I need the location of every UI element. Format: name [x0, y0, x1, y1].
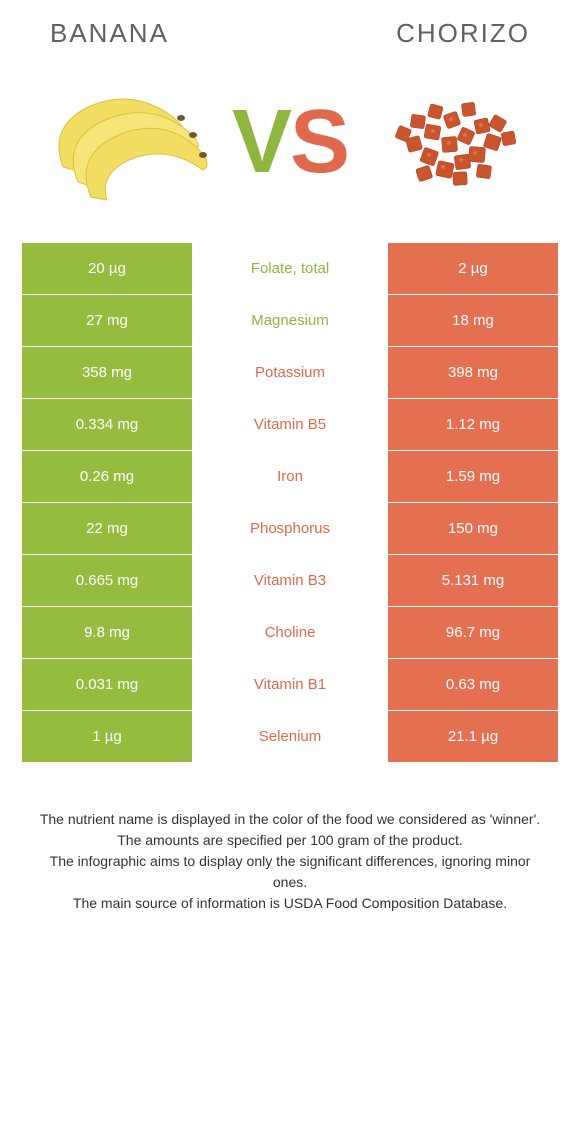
table-row: 0.334 mgVitamin B51.12 mg	[22, 399, 558, 451]
right-value-cell: 398 mg	[388, 347, 558, 398]
table-row: 0.26 mgIron1.59 mg	[22, 451, 558, 503]
table-row: 358 mgPotassium398 mg	[22, 347, 558, 399]
comparison-table: 20 µgFolate, total2 µg27 mgMagnesium18 m…	[22, 243, 558, 763]
left-food-title: BANANA	[50, 18, 169, 49]
nutrient-label-cell: Iron	[192, 451, 388, 502]
vs-v: V	[232, 92, 290, 192]
nutrient-label-cell: Vitamin B3	[192, 555, 388, 606]
footnote-line: The amounts are specified per 100 gram o…	[34, 830, 546, 851]
left-value-cell: 1 µg	[22, 711, 192, 762]
right-value-cell: 18 mg	[388, 295, 558, 346]
table-row: 22 mgPhosphorus150 mg	[22, 503, 558, 555]
footnote-line: The main source of information is USDA F…	[34, 893, 546, 914]
right-value-cell: 96.7 mg	[388, 607, 558, 658]
right-value-cell: 5.131 mg	[388, 555, 558, 606]
nutrient-label-cell: Selenium	[192, 711, 388, 762]
banana-image	[28, 67, 218, 217]
chorizo-icon	[367, 77, 547, 207]
left-value-cell: 0.031 mg	[22, 659, 192, 710]
footnote-line: The infographic aims to display only the…	[34, 851, 546, 893]
footnote-line: The nutrient name is displayed in the co…	[34, 809, 546, 830]
left-value-cell: 22 mg	[22, 503, 192, 554]
table-row: 0.665 mgVitamin B35.131 mg	[22, 555, 558, 607]
right-value-cell: 150 mg	[388, 503, 558, 554]
right-food-title: CHORIZO	[396, 18, 530, 49]
image-row: VS	[0, 57, 580, 243]
left-value-cell: 27 mg	[22, 295, 192, 346]
nutrient-label-cell: Folate, total	[192, 243, 388, 294]
table-row: 0.031 mgVitamin B10.63 mg	[22, 659, 558, 711]
table-row: 9.8 mgCholine96.7 mg	[22, 607, 558, 659]
left-value-cell: 9.8 mg	[22, 607, 192, 658]
right-value-cell: 21.1 µg	[388, 711, 558, 762]
left-value-cell: 0.334 mg	[22, 399, 192, 450]
nutrient-label-cell: Vitamin B1	[192, 659, 388, 710]
right-value-cell: 1.12 mg	[388, 399, 558, 450]
table-row: 27 mgMagnesium18 mg	[22, 295, 558, 347]
nutrient-label-cell: Phosphorus	[192, 503, 388, 554]
left-value-cell: 0.26 mg	[22, 451, 192, 502]
right-value-cell: 1.59 mg	[388, 451, 558, 502]
chorizo-image	[362, 67, 552, 217]
left-value-cell: 20 µg	[22, 243, 192, 294]
right-value-cell: 0.63 mg	[388, 659, 558, 710]
nutrient-label-cell: Potassium	[192, 347, 388, 398]
table-row: 20 µgFolate, total2 µg	[22, 243, 558, 295]
left-value-cell: 358 mg	[22, 347, 192, 398]
vs-s: S	[290, 92, 348, 192]
header-row: BANANA CHORIZO	[0, 0, 580, 57]
right-value-cell: 2 µg	[388, 243, 558, 294]
nutrient-label-cell: Vitamin B5	[192, 399, 388, 450]
banana-icon	[33, 72, 213, 212]
nutrient-label-cell: Choline	[192, 607, 388, 658]
footnotes: The nutrient name is displayed in the co…	[0, 763, 580, 914]
vs-label: VS	[232, 91, 348, 194]
left-value-cell: 0.665 mg	[22, 555, 192, 606]
nutrient-label-cell: Magnesium	[192, 295, 388, 346]
table-row: 1 µgSelenium21.1 µg	[22, 711, 558, 763]
